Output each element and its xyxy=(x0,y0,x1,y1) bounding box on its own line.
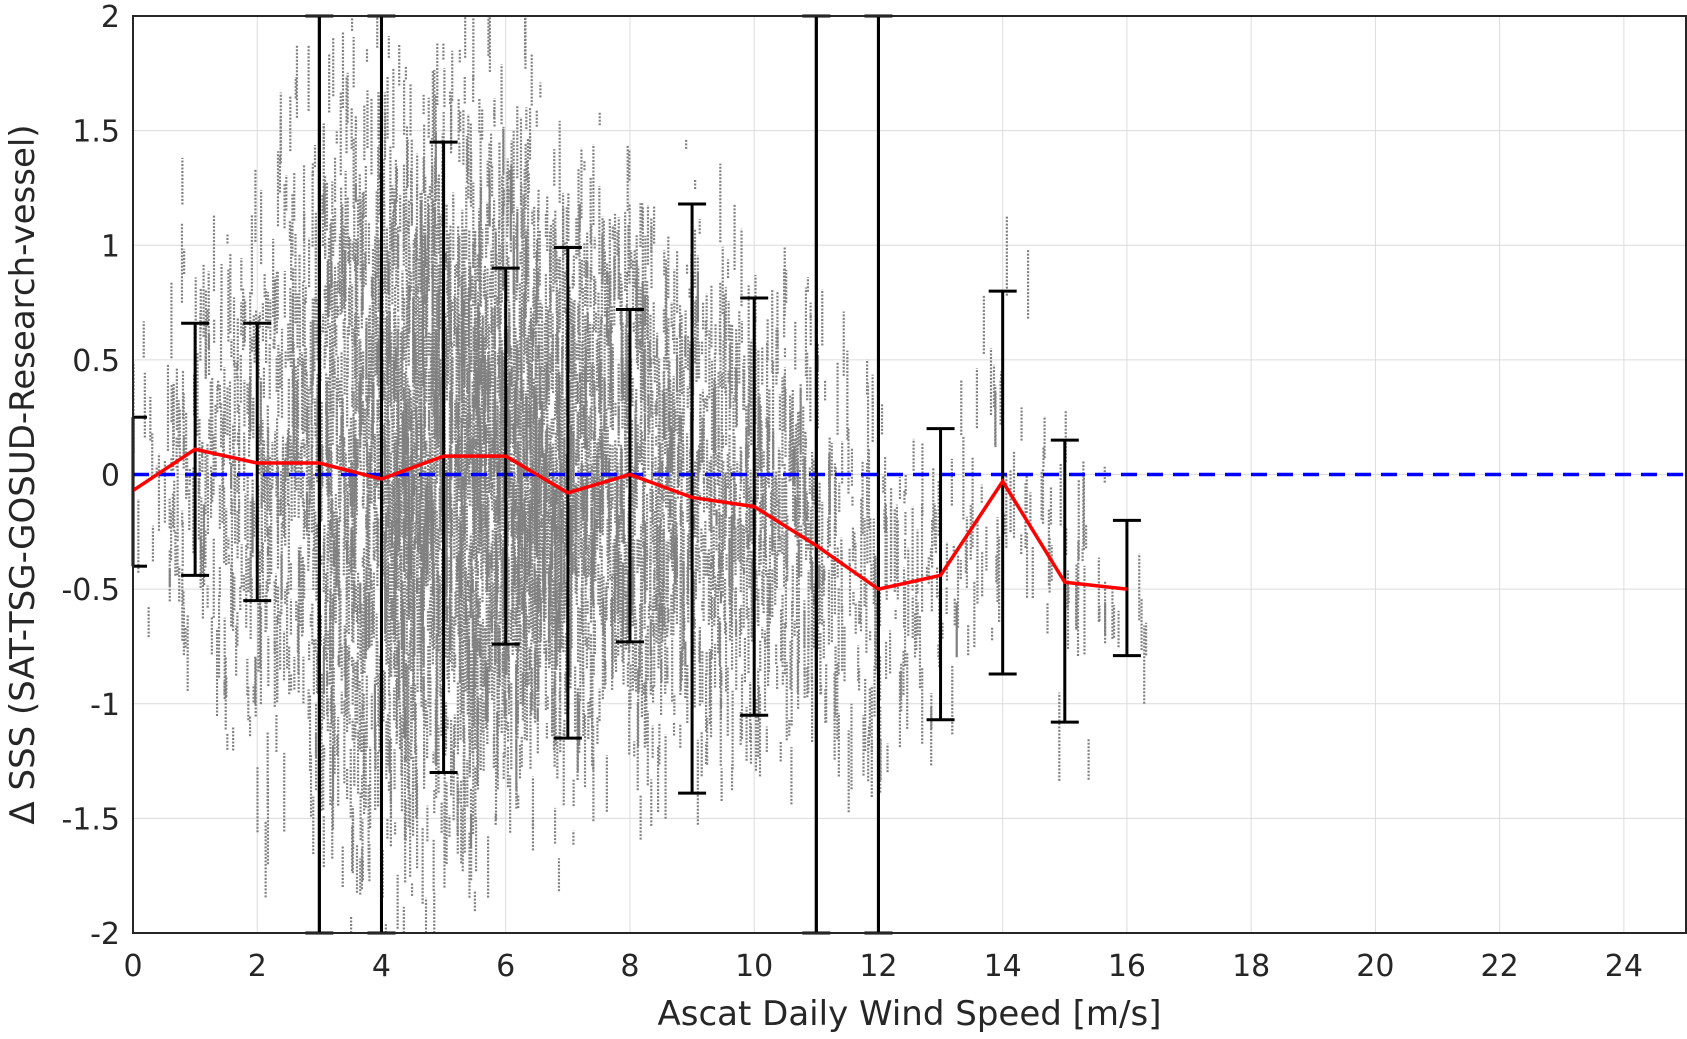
x-tick-label: 2 xyxy=(248,949,267,984)
y-axis-label: Δ SSS (SAT-TSG-GOSUD-Research-vessel) xyxy=(3,124,43,824)
plot-frame xyxy=(132,15,1687,934)
mean-line xyxy=(132,447,1128,592)
y-tick-label: 1.5 xyxy=(72,115,120,150)
x-tick-label: 10 xyxy=(735,949,773,984)
x-tick-label: 14 xyxy=(984,949,1022,984)
y-tick-label: -2 xyxy=(90,917,120,952)
x-tick-label: 6 xyxy=(496,949,515,984)
y-tick-label: 2 xyxy=(101,0,120,35)
y-tick-labels: -2 -1.5 -1 -0.5 0 0.5 1 1.5 2 xyxy=(61,0,120,952)
x-tick-labels: 0 2 4 6 8 10 12 14 16 18 20 22 24 xyxy=(123,949,1643,984)
x-tick-label: 12 xyxy=(859,949,897,984)
x-tick-label: 8 xyxy=(620,949,639,984)
x-tick-label: 18 xyxy=(1232,949,1270,984)
x-axis-label: Ascat Daily Wind Speed [m/s] xyxy=(658,994,1162,1034)
x-tick-label: 20 xyxy=(1356,949,1394,984)
y-tick-label: -0.5 xyxy=(61,573,120,608)
y-tick-label: -1.5 xyxy=(61,802,120,837)
y-tick-label: 0.5 xyxy=(72,344,120,379)
y-tick-label: -1 xyxy=(90,688,120,723)
x-tick-label: 24 xyxy=(1605,949,1643,984)
x-tick-label: 16 xyxy=(1108,949,1146,984)
y-tick-label: 1 xyxy=(101,229,120,264)
y-tick-label: 0 xyxy=(101,459,120,494)
x-tick-label: 0 xyxy=(123,949,142,984)
x-tick-label: 22 xyxy=(1481,949,1519,984)
x-tick-label: 4 xyxy=(372,949,391,984)
